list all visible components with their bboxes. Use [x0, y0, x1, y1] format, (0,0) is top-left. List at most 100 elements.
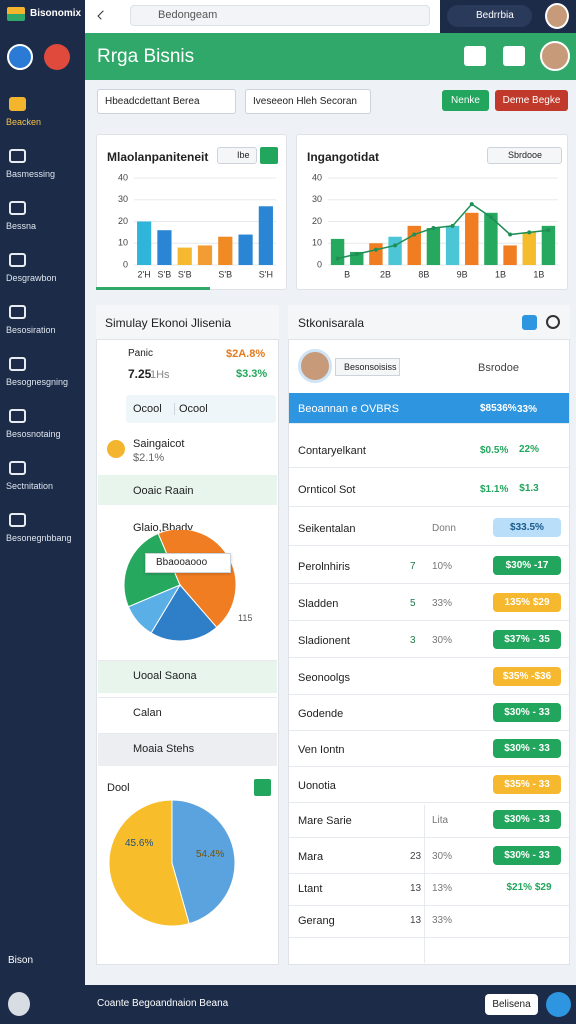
row-label[interactable]: Ocool: [133, 403, 162, 415]
nav-icon[interactable]: [9, 305, 26, 319]
row-name[interactable]: Godende: [298, 708, 344, 720]
panel-icon[interactable]: [546, 315, 560, 329]
nav-icon[interactable]: [9, 409, 26, 423]
nav-item[interactable]: Bessna: [6, 221, 37, 231]
account-pill[interactable]: [447, 5, 532, 27]
table-row[interactable]: [289, 902, 569, 938]
user[interactable]: Bison: [8, 955, 34, 966]
brand: Bisonomix: [30, 8, 82, 19]
table-row[interactable]: [289, 585, 569, 621]
tab-label[interactable]: Hbeadcdettant Berea: [105, 96, 200, 107]
avatar: [298, 349, 332, 383]
row-name[interactable]: Mara: [298, 851, 324, 863]
table-row[interactable]: [289, 659, 569, 695]
header-icon[interactable]: [464, 46, 486, 66]
dropdown[interactable]: [487, 147, 562, 164]
table-row[interactable]: [289, 870, 569, 906]
action[interactable]: Ooaic Raain: [133, 485, 194, 497]
logo-button[interactable]: [44, 44, 70, 70]
footer: [0, 985, 576, 1024]
row[interactable]: [126, 395, 276, 423]
table-row[interactable]: [289, 731, 569, 767]
profile-action[interactable]: Bsrodoe: [478, 362, 519, 374]
row-label[interactable]: Ocool: [174, 403, 208, 415]
table-row[interactable]: [289, 767, 569, 803]
row-name[interactable]: Ven Iontn: [298, 744, 345, 756]
nav-item[interactable]: Basmessing: [6, 169, 56, 179]
avatar[interactable]: [545, 3, 569, 29]
nav-item[interactable]: Besonegnbbang: [6, 533, 72, 543]
nav-item[interactable]: Besosnotaing: [6, 429, 61, 439]
nav-item[interactable]: Sectnitation: [6, 481, 54, 491]
nav-item[interactable]: Besognesgning: [6, 377, 69, 387]
nav-item[interactable]: Beacken: [6, 117, 42, 127]
footer-button[interactable]: Belisena: [485, 994, 538, 1015]
table-row[interactable]: [289, 432, 569, 468]
nav-icon[interactable]: [9, 149, 26, 163]
row-name[interactable]: Beoannan e OVBRS: [298, 403, 399, 415]
tab-label[interactable]: Iveseeon Hleh Secoran: [253, 96, 357, 107]
table-row[interactable]: [289, 548, 569, 584]
table-row[interactable]: [289, 695, 569, 731]
header-icon[interactable]: [503, 46, 525, 66]
item[interactable]: Saingaicot: [133, 438, 185, 450]
line-point: [469, 202, 474, 207]
footer-icon[interactable]: [546, 992, 571, 1017]
panel-title: Simulay Ekonoi Jlisenia: [105, 316, 232, 330]
row-name[interactable]: Perolnhiris: [298, 561, 350, 573]
row-num: 7: [410, 561, 416, 572]
row-name[interactable]: Uonotia: [298, 780, 336, 792]
link[interactable]: Uooal Saona: [133, 670, 197, 682]
row-name[interactable]: Sladionent: [298, 635, 350, 647]
dropdown[interactable]: [217, 147, 257, 164]
nav-icon[interactable]: [9, 97, 26, 111]
nav-item[interactable]: Besosiration: [6, 325, 56, 335]
table-row[interactable]: [289, 393, 569, 424]
table-row[interactable]: [289, 838, 569, 874]
tab[interactable]: [97, 89, 236, 114]
avatar[interactable]: [540, 41, 570, 71]
nav-item[interactable]: Desgrawbon: [6, 273, 57, 283]
nav-icon[interactable]: [9, 513, 26, 527]
tab[interactable]: [245, 89, 371, 114]
row-name[interactable]: Gerang: [298, 915, 335, 927]
dropdown-label[interactable]: Ibe: [237, 150, 250, 160]
row-name[interactable]: Ornticol Sot: [298, 484, 356, 496]
nav-icon[interactable]: [9, 357, 26, 371]
row-name[interactable]: Seikentalan: [298, 523, 356, 535]
link-row[interactable]: [98, 733, 277, 766]
button[interactable]: Deme Begke: [495, 90, 568, 111]
footer-input[interactable]: Coante Begoandnaion Beana: [97, 998, 229, 1009]
table-row[interactable]: [289, 510, 569, 546]
chart-button[interactable]: [260, 147, 278, 164]
add-button[interactable]: [254, 779, 271, 796]
dropdown-label[interactable]: Sbrdooe: [508, 150, 543, 160]
header: [85, 33, 576, 80]
row-name[interactable]: Sladden: [298, 598, 339, 610]
row-name[interactable]: Ltant: [298, 883, 323, 895]
nav-icon[interactable]: [9, 461, 26, 475]
row-name[interactable]: Contaryelkant: [298, 445, 366, 457]
link-row[interactable]: [98, 660, 277, 693]
panel-icon[interactable]: [522, 315, 537, 330]
search-box[interactable]: [130, 5, 430, 26]
row-name[interactable]: Mare Sarie: [298, 815, 352, 827]
line-point: [431, 226, 436, 231]
link-row[interactable]: [98, 697, 277, 730]
profile-input[interactable]: Besonsoisiss: [335, 358, 400, 376]
table-row[interactable]: [289, 802, 569, 838]
nav-icon[interactable]: [9, 253, 26, 267]
link[interactable]: Calan: [133, 707, 162, 719]
nav-icon[interactable]: [9, 201, 26, 215]
action-row[interactable]: [98, 475, 277, 505]
account[interactable]: Bedrrbia: [476, 10, 514, 21]
button[interactable]: Nenke: [442, 90, 489, 111]
link[interactable]: Moaia Stehs: [133, 743, 195, 755]
row-name[interactable]: Seonoolgs: [298, 672, 350, 684]
avatar: [8, 992, 30, 1016]
row-num: 23: [410, 851, 422, 862]
search-text[interactable]: Bedongeam: [158, 9, 218, 21]
table-row[interactable]: [289, 622, 569, 658]
logo-button[interactable]: [7, 44, 33, 70]
table-row[interactable]: [289, 471, 569, 507]
